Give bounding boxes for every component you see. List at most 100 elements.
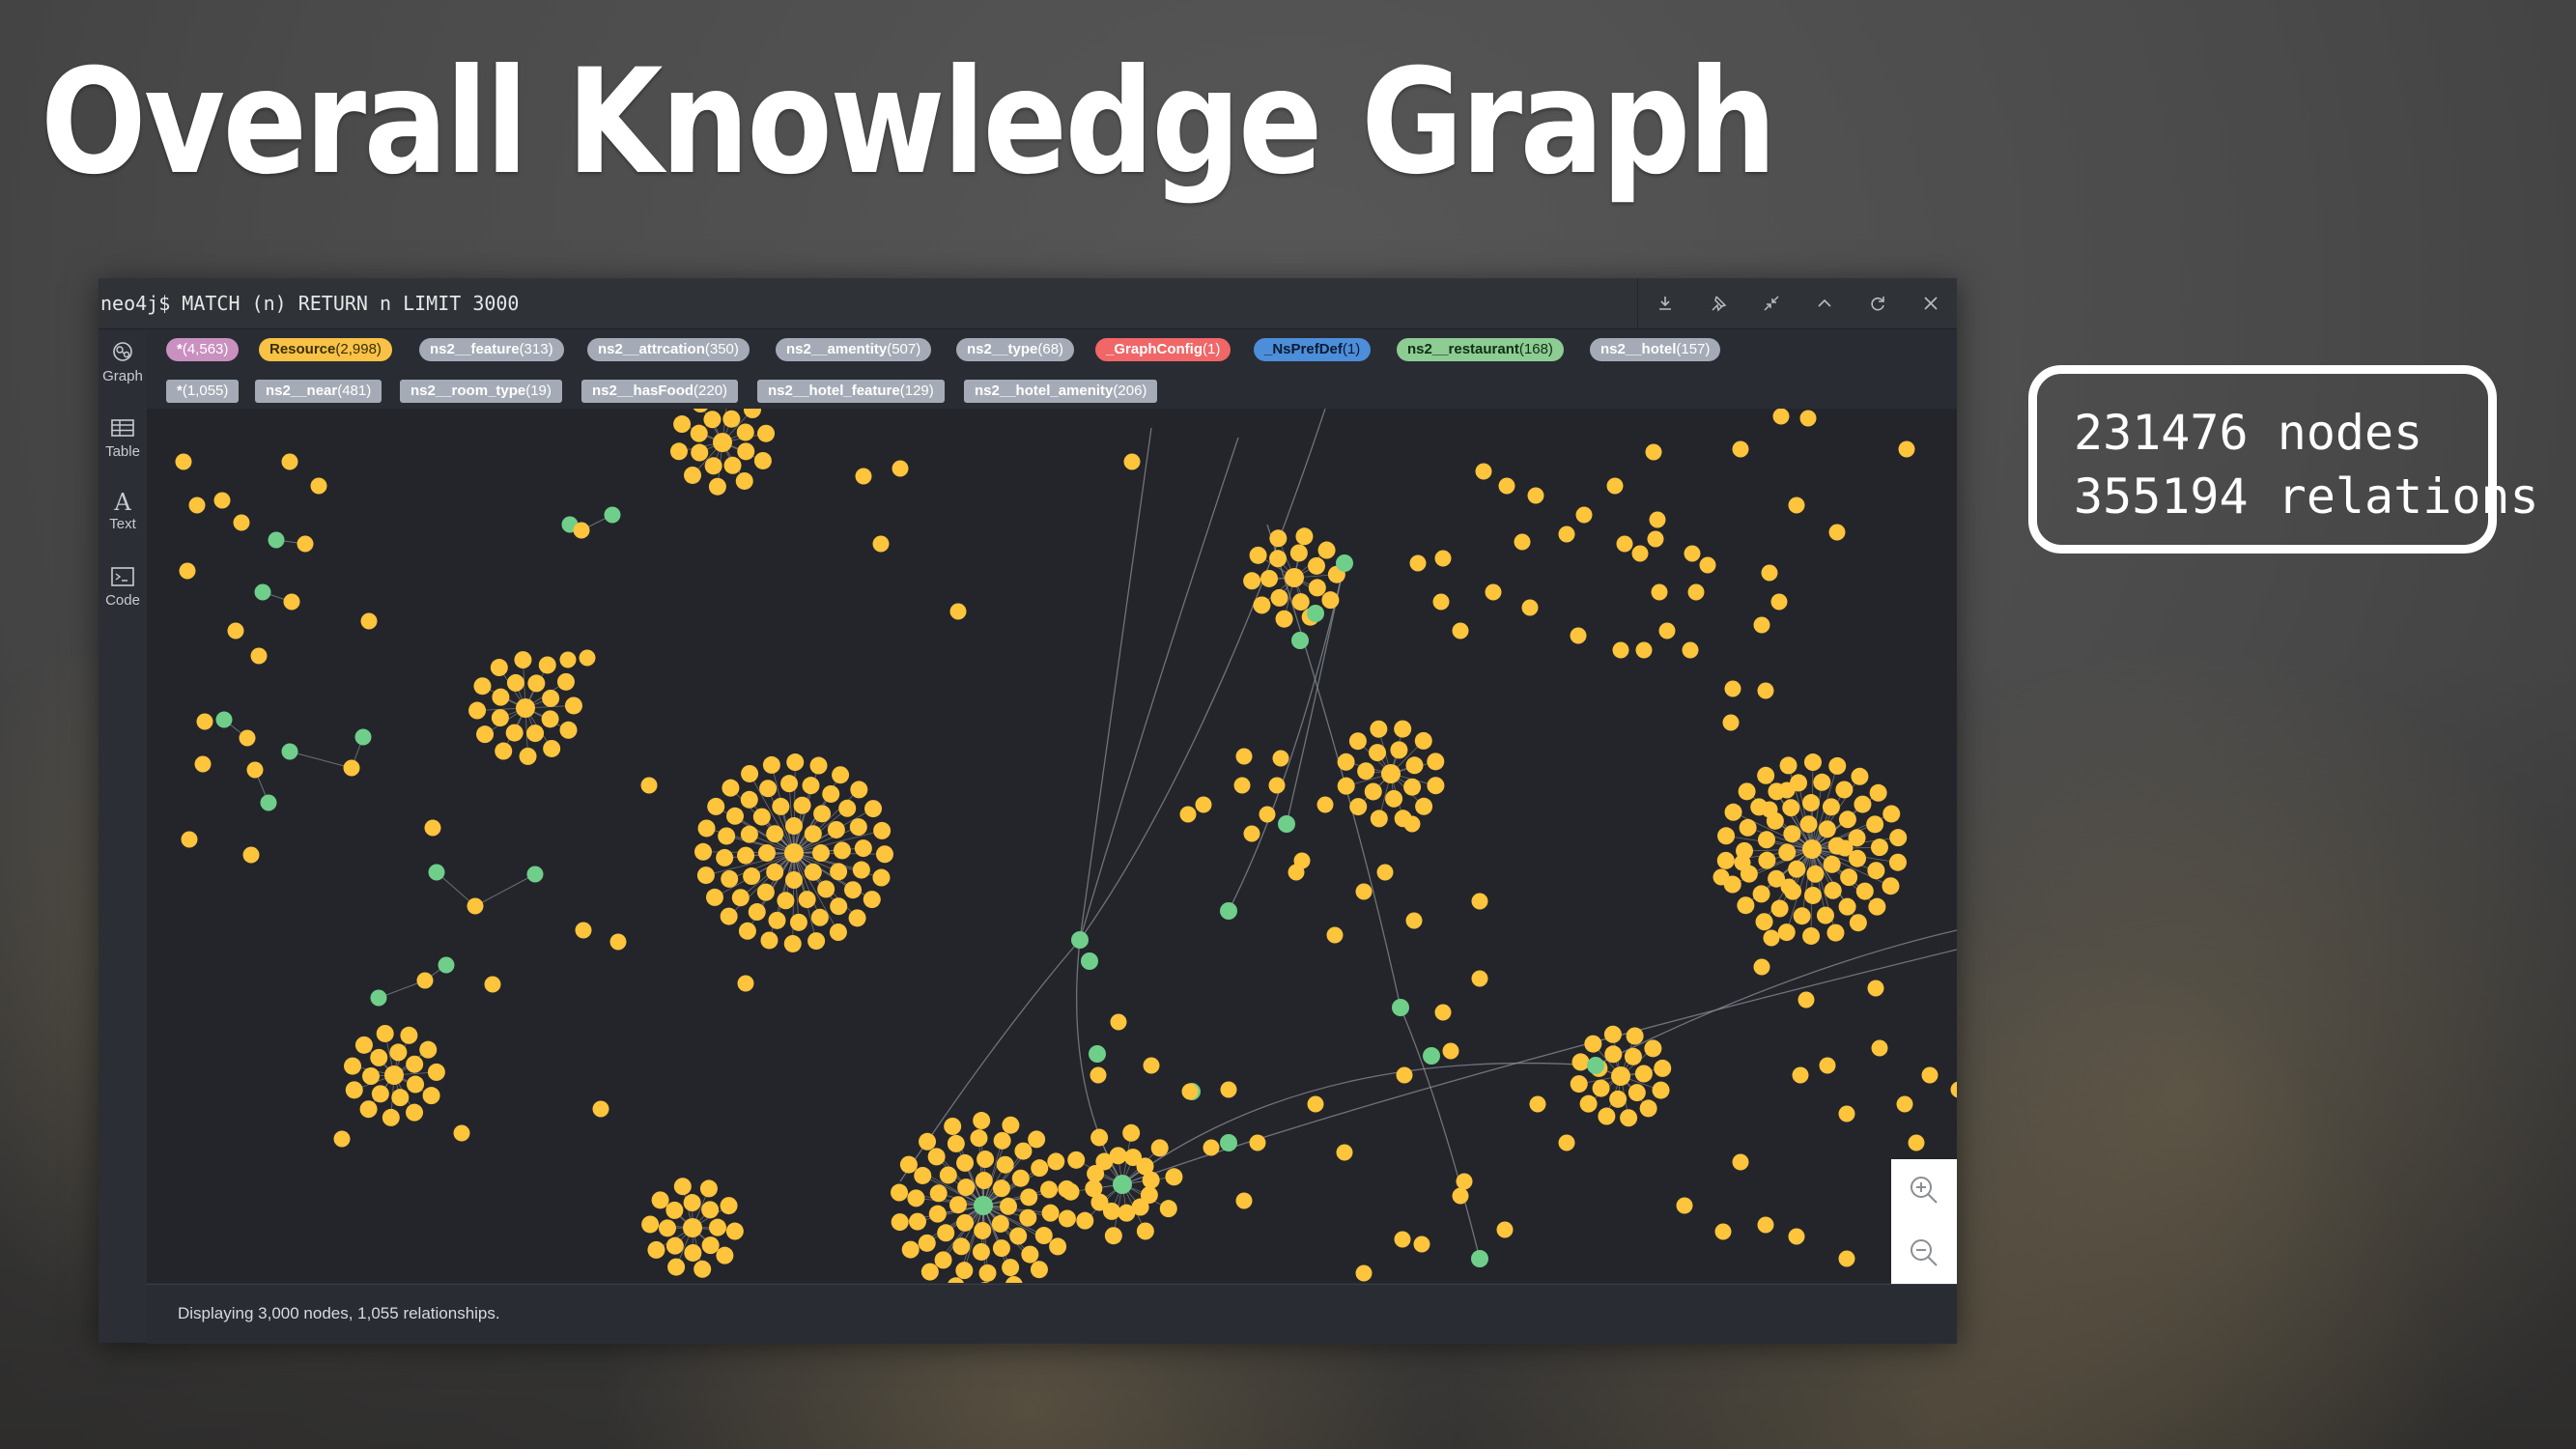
resource-node[interactable] <box>1143 1057 1160 1074</box>
sidebar-item-graph[interactable]: Graph <box>99 335 147 384</box>
resource-node[interactable] <box>701 1201 720 1219</box>
resource-node[interactable] <box>1272 750 1289 767</box>
resource-node[interactable] <box>514 651 532 669</box>
resource-node[interactable] <box>239 729 256 747</box>
resource-node[interactable] <box>1047 1152 1065 1171</box>
resource-node[interactable] <box>1095 1152 1114 1171</box>
resource-node[interactable] <box>1849 914 1867 932</box>
resource-node[interactable] <box>735 471 753 490</box>
resource-node[interactable] <box>227 622 244 639</box>
rel-chip-hotel-feature[interactable]: ns2__hotel_feature(129) <box>757 380 945 403</box>
chevron-up-icon[interactable] <box>1798 278 1851 328</box>
resource-node[interactable] <box>526 724 545 743</box>
resource-node[interactable] <box>1220 1081 1237 1098</box>
resource-node[interactable] <box>1021 1245 1039 1264</box>
resource-node[interactable] <box>934 1251 952 1269</box>
resource-node[interactable] <box>699 1179 718 1198</box>
resource-node[interactable] <box>1792 1066 1809 1084</box>
resource-node[interactable] <box>1603 1025 1622 1043</box>
resource-node[interactable] <box>370 1048 388 1066</box>
resource-node[interactable] <box>1757 766 1775 784</box>
resource-node[interactable] <box>713 433 732 452</box>
resource-node[interactable] <box>1442 1042 1459 1060</box>
resource-node[interactable] <box>804 863 822 881</box>
resource-node[interactable] <box>541 710 559 728</box>
restaurant-node[interactable] <box>604 506 621 524</box>
label-chip-graphconfig[interactable]: _GraphConfig(1) <box>1095 338 1231 361</box>
resource-node[interactable] <box>694 842 713 861</box>
resource-node[interactable] <box>1249 1134 1266 1151</box>
resource-node[interactable] <box>736 423 754 441</box>
resource-node[interactable] <box>1308 579 1326 597</box>
resource-node[interactable] <box>1647 530 1664 548</box>
resource-node[interactable] <box>1828 756 1847 775</box>
resource-node[interactable] <box>948 1277 965 1283</box>
resource-node[interactable] <box>1090 1066 1107 1084</box>
restaurant-node[interactable] <box>1071 931 1089 949</box>
resource-node[interactable] <box>977 1281 994 1283</box>
restaurant-node[interactable] <box>1220 902 1237 920</box>
sidebar-item-table[interactable]: Table <box>99 411 147 460</box>
resource-node[interactable] <box>1396 1066 1413 1084</box>
resource-node[interactable] <box>740 790 758 809</box>
restaurant-node[interactable] <box>1307 605 1324 622</box>
restaurant-node[interactable] <box>428 864 445 881</box>
resource-node[interactable] <box>692 409 709 413</box>
resource-node[interactable] <box>1104 1227 1122 1245</box>
resource-node[interactable] <box>701 1236 720 1255</box>
resource-node[interactable] <box>371 1085 389 1103</box>
resource-node[interactable] <box>359 1100 378 1119</box>
restaurant-node[interactable] <box>354 728 372 746</box>
label-chip-all[interactable]: *(4,563) <box>166 338 240 361</box>
resource-node[interactable] <box>640 777 658 794</box>
resource-node[interactable] <box>1102 1202 1120 1220</box>
resource-node[interactable] <box>850 781 868 799</box>
resource-node[interactable] <box>407 1075 425 1094</box>
resource-node[interactable] <box>908 1212 926 1231</box>
resource-node[interactable] <box>802 777 820 795</box>
resource-node[interactable] <box>196 713 213 730</box>
resource-node[interactable] <box>1195 796 1212 813</box>
restaurant-node[interactable] <box>1392 999 1409 1016</box>
resource-node[interactable] <box>731 889 750 907</box>
resource-node[interactable] <box>1868 897 1886 916</box>
resource-node[interactable] <box>863 891 881 909</box>
resource-node[interactable] <box>1571 1053 1590 1071</box>
resource-node[interactable] <box>1788 860 1806 878</box>
resource-node[interactable] <box>1014 1142 1033 1160</box>
resource-node[interactable] <box>1793 907 1811 925</box>
resource-node[interactable] <box>1456 1173 1473 1190</box>
resource-node[interactable] <box>1867 980 1884 997</box>
resource-node[interactable] <box>1370 720 1388 738</box>
resource-node[interactable] <box>1253 596 1271 614</box>
resource-node[interactable] <box>1326 926 1344 944</box>
resource-node[interactable] <box>999 1197 1017 1215</box>
resource-node[interactable] <box>1427 753 1445 771</box>
resource-node[interactable] <box>1136 1222 1154 1240</box>
resource-node[interactable] <box>1002 1259 1020 1277</box>
restaurant-node[interactable] <box>1291 632 1309 649</box>
restaurant-node[interactable] <box>281 743 298 760</box>
resource-node[interactable] <box>762 755 780 774</box>
resource-node[interactable] <box>673 415 692 434</box>
resource-node[interactable] <box>1714 1223 1732 1240</box>
resource-node[interactable] <box>992 1239 1010 1258</box>
resource-node[interactable] <box>1732 440 1749 458</box>
resource-node[interactable] <box>1753 958 1770 976</box>
resource-node[interactable] <box>1753 616 1770 634</box>
resource-node[interactable] <box>1806 865 1825 883</box>
resource-node[interactable] <box>1836 839 1854 857</box>
resource-node[interactable] <box>1249 546 1267 564</box>
resource-node[interactable] <box>1409 554 1427 572</box>
resource-node[interactable] <box>1109 1147 1127 1165</box>
resource-node[interactable] <box>1293 852 1311 869</box>
resource-node[interactable] <box>1758 851 1776 869</box>
restaurant-node[interactable] <box>370 989 387 1007</box>
resource-node[interactable] <box>991 1214 1009 1233</box>
resource-node[interactable] <box>1321 591 1340 610</box>
label-chip-resource[interactable]: Resource(2,998) <box>259 338 392 361</box>
resource-node[interactable] <box>1867 862 1885 880</box>
resource-node[interactable] <box>242 846 260 864</box>
resource-node[interactable] <box>810 908 829 926</box>
resource-node[interactable] <box>780 775 799 793</box>
